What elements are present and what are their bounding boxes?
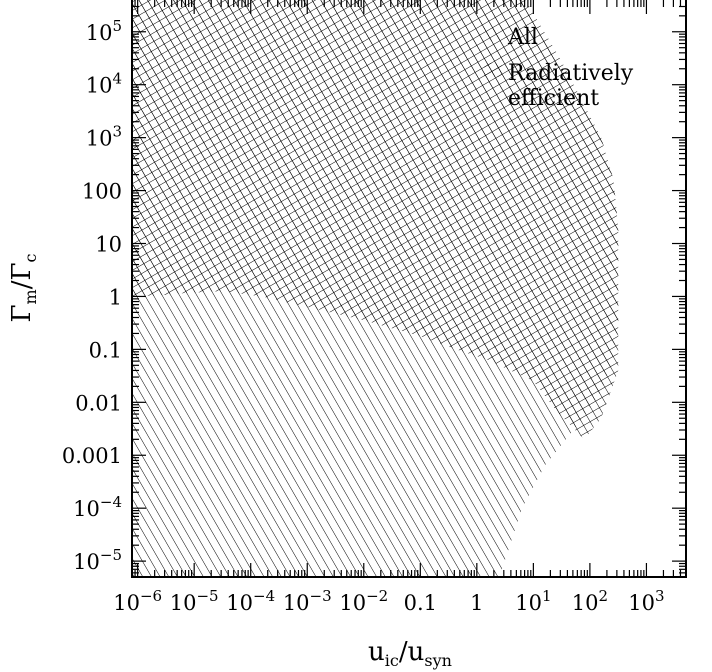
legend-item-radiatively-efficient: Radiatively efficient	[484, 61, 634, 111]
y-tick-label: 0.001	[62, 444, 122, 468]
svg-text:uic/usyn: uic/usyn	[368, 637, 452, 670]
legend: All Radiatively efficient	[484, 25, 634, 111]
legend-item-all: All	[484, 25, 538, 50]
y-tick-label: 10−5	[73, 546, 122, 574]
y-tick-label: 0.1	[89, 338, 122, 362]
y-tick-labels: 10−5 10−4 0.001 0.01 0.1 1 10 100 103 104 105	[62, 17, 122, 574]
x-axis-label: uic/usyn	[368, 637, 452, 670]
y-tick-label: 10−4	[73, 493, 122, 521]
x-tick-label: 10−5	[170, 587, 219, 615]
legend-label: efficient	[508, 86, 599, 111]
legend-swatch-diagonal	[484, 27, 502, 41]
y-tick-label: 100	[82, 180, 122, 204]
x-tick-label: 102	[572, 587, 608, 615]
legend-swatch-crosshatch	[484, 63, 502, 77]
y-tick-label: 105	[86, 17, 122, 45]
x-tick-label: 10−6	[113, 587, 162, 615]
y-tick-label: 0.01	[75, 391, 122, 415]
svg-text:Γm/Γc: Γm/Γc	[7, 253, 40, 322]
x-tick-label: 103	[628, 587, 664, 615]
x-tick-labels: 10−6 10−5 10−4 10−3 10−2 0.1 1 101 102 103	[113, 587, 664, 615]
data-regions	[132, 0, 619, 577]
x-tick-label: 10−3	[283, 587, 332, 615]
legend-label: All	[507, 25, 538, 50]
x-tick-label: 10−4	[226, 587, 275, 615]
y-tick-label: 103	[86, 123, 122, 151]
x-tick-label: 1	[470, 591, 483, 615]
legend-label: Radiatively	[508, 61, 634, 86]
y-tick-label: 104	[86, 70, 122, 98]
x-tick-label: 10−2	[339, 587, 388, 615]
y-tick-label: 1	[109, 285, 122, 309]
x-tick-label: 101	[515, 587, 551, 615]
x-tick-label: 0.1	[404, 591, 437, 615]
y-axis-label: Γm/Γc	[7, 253, 40, 322]
y-tick-label: 10	[95, 233, 122, 257]
region-radiatively-efficient	[132, 0, 619, 440]
plot-frame	[131, 0, 687, 578]
